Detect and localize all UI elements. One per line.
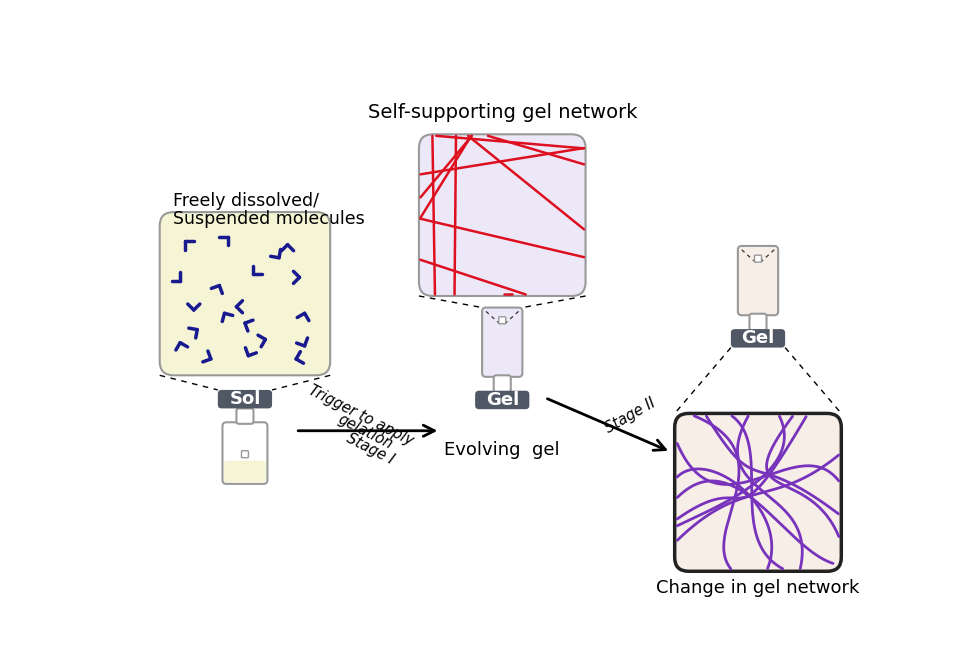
FancyBboxPatch shape: [418, 134, 586, 296]
FancyBboxPatch shape: [499, 317, 506, 324]
Text: Change in gel network: Change in gel network: [657, 580, 859, 598]
Text: Freely dissolved/: Freely dissolved/: [172, 192, 318, 210]
Text: Evolving  gel: Evolving gel: [445, 441, 560, 459]
Text: Trigger to apply: Trigger to apply: [307, 383, 416, 448]
FancyBboxPatch shape: [236, 409, 254, 424]
Text: Self-supporting gel network: Self-supporting gel network: [368, 103, 637, 123]
FancyBboxPatch shape: [738, 246, 778, 316]
FancyBboxPatch shape: [218, 390, 272, 409]
FancyBboxPatch shape: [494, 375, 511, 392]
Text: gelation: gelation: [335, 412, 395, 452]
Text: Stage II: Stage II: [603, 395, 658, 436]
FancyBboxPatch shape: [160, 212, 330, 375]
Text: Stage I: Stage I: [344, 430, 397, 467]
Text: Gel: Gel: [486, 391, 518, 409]
FancyBboxPatch shape: [475, 391, 529, 409]
FancyBboxPatch shape: [750, 314, 766, 331]
FancyBboxPatch shape: [482, 308, 522, 377]
FancyBboxPatch shape: [241, 451, 249, 458]
FancyBboxPatch shape: [224, 461, 266, 482]
Text: Suspended molecules: Suspended molecules: [172, 210, 365, 228]
FancyBboxPatch shape: [674, 413, 841, 572]
FancyBboxPatch shape: [222, 422, 268, 484]
FancyBboxPatch shape: [731, 329, 785, 348]
Text: Gel: Gel: [742, 330, 774, 347]
Text: Sol: Sol: [229, 390, 261, 408]
FancyBboxPatch shape: [755, 255, 761, 262]
